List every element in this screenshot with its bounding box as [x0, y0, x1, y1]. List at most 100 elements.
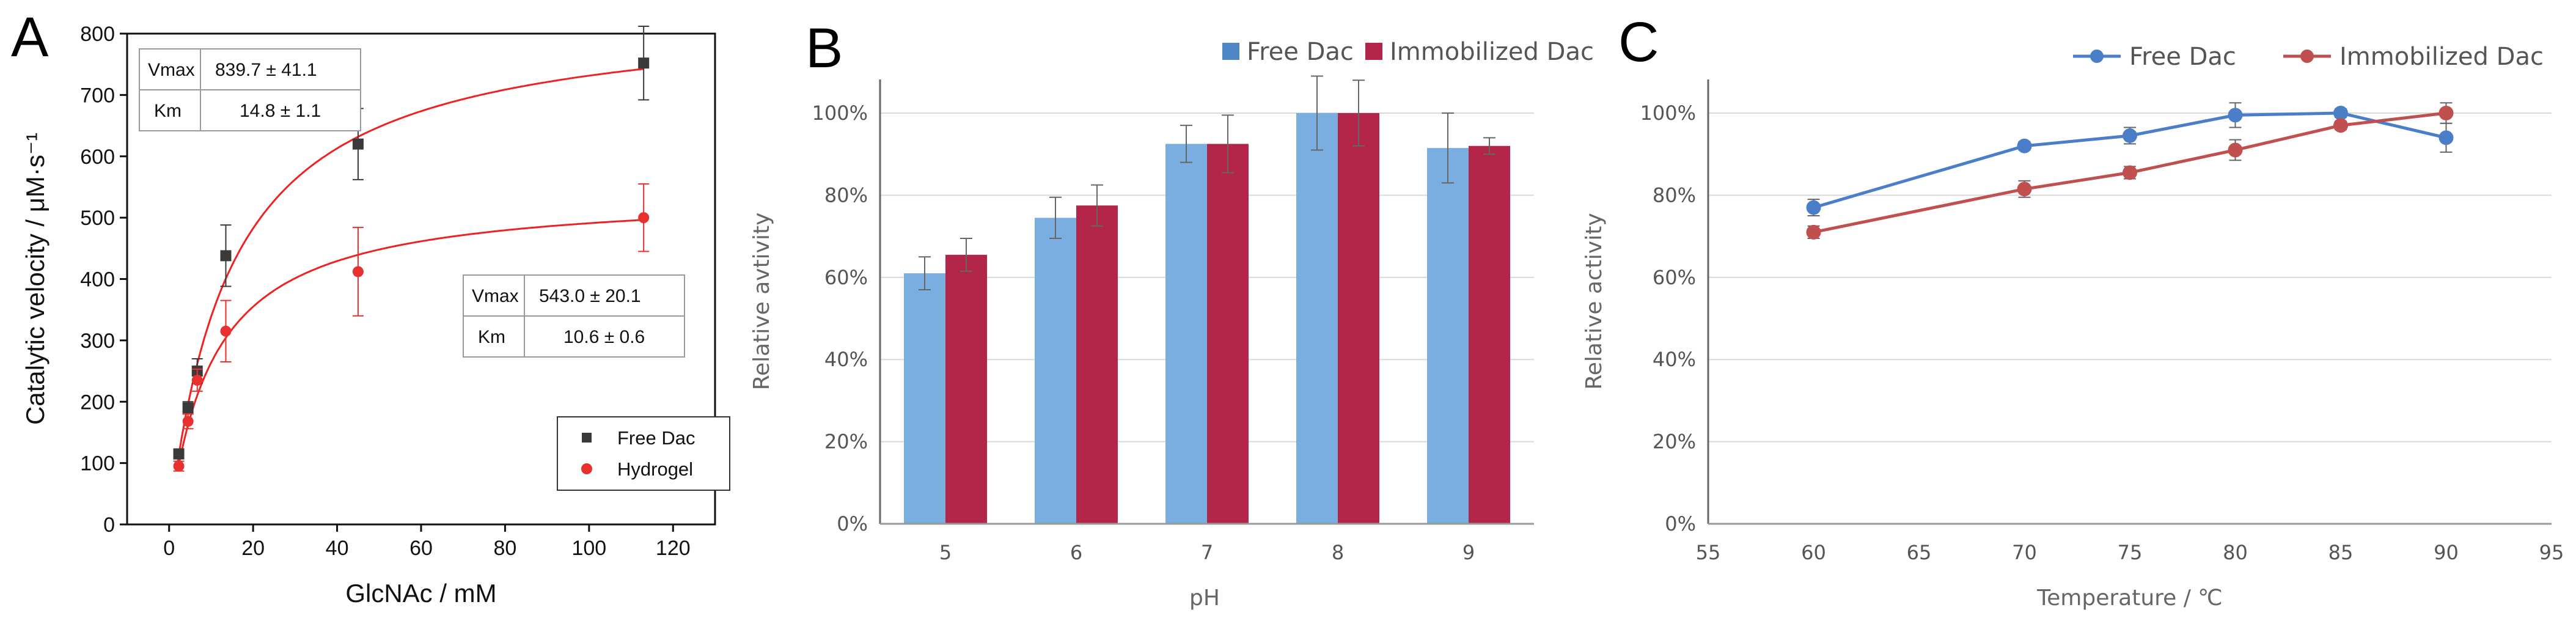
x-tick-label: 55 [1696, 541, 1721, 564]
table-cell: 543.0 ± 20.1 [539, 286, 641, 306]
bar [1296, 113, 1338, 524]
x-tick-label: 8 [1332, 541, 1344, 564]
panel-a-table-hydrogel: Vmax 543.0 ± 20.1 Km 10.6 ± 0.6 [463, 274, 685, 358]
bar [945, 254, 987, 524]
panel-a: A 0 20 40 60 80 100 120 0 100 200 300 400 500 600 700… [11, 6, 730, 608]
panel-b-x-label: pH [1189, 586, 1220, 611]
legend-free-label: Free Dac [1247, 38, 1354, 66]
legend-hydrogel-label: Hydrogel [617, 458, 693, 480]
data-point-hydrogel [182, 416, 194, 427]
legend-square-marker [582, 433, 592, 443]
x-tick-label: 75 [2118, 541, 2143, 564]
y-tick-label: 0 [103, 513, 115, 537]
data-point-free [220, 250, 232, 262]
table-cell: 839.7 ± 41.1 [215, 60, 317, 80]
panel-a-x-label: GlcNAc / mM [345, 579, 496, 608]
panel-b-y-label: Relative avtivity [749, 213, 774, 391]
panel-c: C 0% 20% 40% 60% 80% 100% 55 60 65 70 75 80 85 90 95 T… [1582, 11, 2564, 611]
y-tick-label: 60% [824, 266, 868, 289]
x-tick-label: 0 [163, 537, 175, 560]
table-cell: Km [478, 327, 505, 347]
bar [1427, 148, 1469, 524]
bar [904, 273, 945, 524]
x-tick-label: 60 [1801, 541, 1826, 564]
data-point [2333, 118, 2348, 133]
legend-immobilized-label: Immobilized Dac [1390, 38, 1594, 66]
bar [1207, 144, 1249, 524]
panel-a-y-label: Catalytic velocity / μM·s⁻¹ [21, 133, 50, 425]
y-tick-label: 700 [80, 84, 115, 107]
y-tick-label: 400 [80, 268, 115, 292]
y-tick-label: 100% [1640, 101, 1696, 125]
table-cell: Km [154, 101, 182, 121]
panel-c-y-label: Relative activity [1582, 213, 1607, 389]
legend-free-swatch [1222, 43, 1239, 60]
data-point-hydrogel [173, 460, 185, 472]
panel-a-fit-curves [177, 68, 644, 472]
x-tick-label: 80 [494, 537, 517, 560]
data-point-hydrogel [191, 375, 203, 386]
data-point [2123, 165, 2137, 180]
y-tick-label: 100% [812, 101, 868, 125]
panel-a-y-ticks: 0 100 200 300 400 500 600 700 800 [80, 23, 127, 537]
x-tick-label: 6 [1070, 541, 1082, 564]
legend-free-label: Free Dac [2129, 43, 2236, 71]
data-point-free [182, 402, 194, 414]
panel-c-letter: C [1618, 11, 1659, 73]
panel-b-legend: Free Dac Immobilized Dac [1222, 38, 1594, 66]
y-tick-label: 80% [824, 183, 868, 207]
y-tick-label: 800 [80, 23, 115, 46]
legend-immobilized-swatch [1365, 43, 1382, 60]
legend-frame [557, 416, 730, 491]
y-tick-label: 20% [824, 430, 868, 454]
data-point [2228, 108, 2243, 123]
panel-c-legend: Free Dac Immobilized Dac [2073, 43, 2544, 71]
y-tick-label: 80% [1653, 183, 1696, 207]
table-cell: Vmax [472, 286, 519, 306]
fit-curve [177, 219, 644, 472]
y-tick-label: 0% [1665, 512, 1696, 535]
data-point [2438, 106, 2454, 120]
bar [1338, 113, 1379, 524]
x-tick-label: 80 [2223, 541, 2248, 564]
data-point-free [638, 57, 650, 69]
y-tick-label: 300 [80, 329, 115, 353]
panel-b-bars [904, 75, 1510, 524]
bar [1035, 218, 1076, 524]
table-cell: Vmax [148, 60, 195, 80]
x-tick-label: 60 [409, 537, 433, 560]
panel-a-legend: Free Dac Hydrogel [557, 416, 730, 491]
x-tick-label: 20 [241, 537, 265, 560]
x-tick-label: 7 [1201, 541, 1213, 564]
series-line [1813, 111, 2447, 209]
panel-b-tick-labels: 0% 20% 40% 60% 80% 100% 5 6 7 8 9 [812, 101, 1475, 564]
data-point [2333, 106, 2348, 120]
x-tick-label: 85 [2328, 541, 2354, 564]
bar [1469, 145, 1510, 524]
y-tick-label: 20% [1653, 430, 1696, 454]
panel-c-x-label: Temperature / ℃ [2036, 586, 2223, 611]
bar [1076, 205, 1118, 524]
table-cell: 14.8 ± 1.1 [240, 101, 321, 121]
legend-immobilized-marker [2300, 50, 2314, 63]
data-point [2017, 182, 2032, 197]
y-tick-label: 0% [837, 512, 868, 535]
panel-b: B 0% 20% 40% 60% 80% 100% 5 6 7 8 9 pH Relative av… [749, 17, 1594, 611]
x-tick-label: 9 [1462, 541, 1475, 564]
panel-a-letter: A [11, 6, 49, 68]
data-point-hydrogel [220, 325, 232, 337]
y-tick-label: 40% [1653, 348, 1696, 371]
x-tick-label: 100 [571, 537, 606, 560]
bar [1165, 144, 1207, 524]
data-point [1806, 200, 1821, 215]
panel-c-gridlines [1708, 112, 2552, 443]
y-tick-label: 500 [80, 207, 115, 230]
fit-curve [177, 68, 644, 463]
data-point [2017, 138, 2032, 153]
data-point [1806, 224, 1821, 240]
y-tick-label: 200 [80, 391, 115, 414]
x-tick-label: 5 [939, 541, 952, 564]
x-tick-label: 65 [1907, 541, 1932, 564]
y-tick-label: 100 [80, 452, 115, 476]
